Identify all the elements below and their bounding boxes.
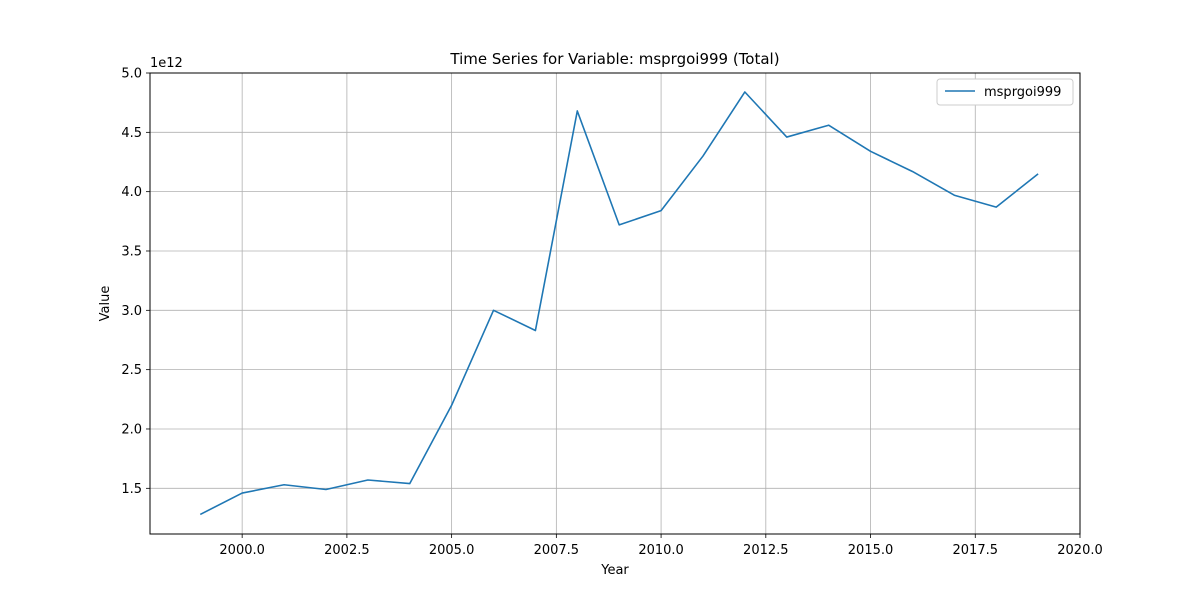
- y-tick-label: 2.5: [121, 363, 142, 378]
- x-axis: 2000.0 2002.5 2005.0 2007.5 2010.0 2012.5 2015…: [219, 534, 1103, 558]
- series-line-msprgoi999: [199, 91, 1039, 516]
- y-axis: 1.5 2.0 2.5 3.0 3.5 4.0 4.5 5.0: [121, 67, 150, 497]
- x-tick-label: 2005.0: [429, 543, 475, 558]
- x-tick-label: 2015.0: [848, 543, 894, 558]
- x-tick-label: 2017.5: [953, 543, 999, 558]
- legend-label: msprgoi999: [984, 85, 1061, 100]
- x-tick-label: 2002.5: [324, 543, 370, 558]
- x-tick-label: 2007.5: [534, 543, 580, 558]
- x-tick-label: 2000.0: [219, 543, 265, 558]
- y-tick-label: 4.5: [121, 126, 142, 141]
- y-tick-label: 5.0: [121, 67, 142, 82]
- y-tick-label: 1.5: [121, 482, 142, 497]
- y-tick-label: 3.0: [121, 304, 142, 319]
- x-tick-label: 2012.5: [743, 543, 789, 558]
- chart-title: Time Series for Variable: msprgoi999 (To…: [449, 50, 779, 68]
- legend-box: [936, 78, 1074, 106]
- x-axis-label: Year: [600, 563, 629, 578]
- y-offset-label: 1e12: [150, 56, 183, 71]
- x-tick-label: 2020.0: [1057, 543, 1103, 558]
- plot-frame: [149, 72, 1081, 535]
- y-axis-label: Value: [98, 286, 113, 322]
- legend: msprgoi999: [936, 78, 1074, 106]
- y-tick-label: 3.5: [121, 244, 142, 259]
- y-tick-label: 4.0: [121, 185, 142, 200]
- series-layer: [199, 91, 1039, 516]
- x-tick-label: 2010.0: [638, 543, 684, 558]
- y-tick-label: 2.0: [121, 422, 142, 437]
